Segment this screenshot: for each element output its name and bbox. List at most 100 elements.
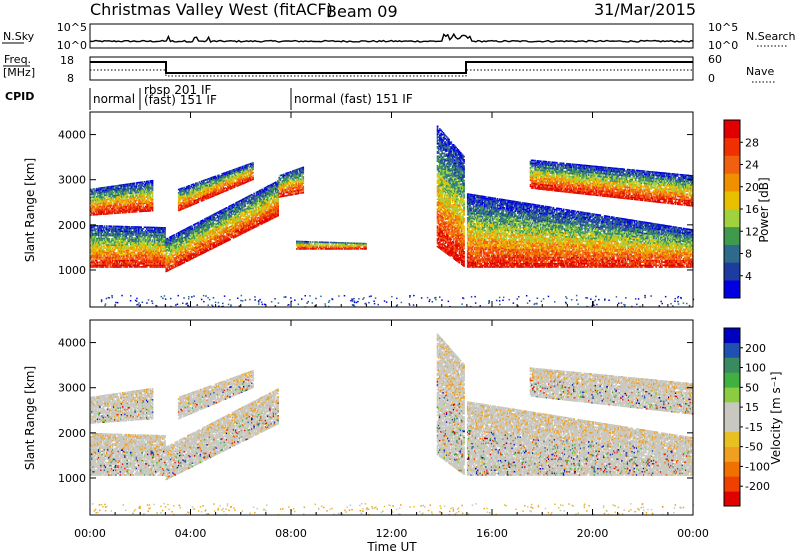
heatmap-cell <box>144 198 146 200</box>
heatmap-cell <box>124 187 126 189</box>
heatmap-cell <box>132 194 134 196</box>
heatmap-cell <box>104 210 106 212</box>
heatmap-cell <box>112 213 114 215</box>
heatmap-cell <box>184 262 186 264</box>
heatmap-cell <box>127 194 129 196</box>
heatmap-cell <box>111 202 113 204</box>
heatmap-cell <box>138 255 140 257</box>
heatmap-cell <box>119 237 121 239</box>
heatmap-cell <box>277 201 279 203</box>
heatmap-cell <box>152 207 154 209</box>
heatmap-cell <box>135 263 137 265</box>
heatmap-cell <box>117 193 119 195</box>
heatmap-cell <box>109 195 111 197</box>
heatmap-cell <box>192 226 194 228</box>
heatmap-cell <box>106 243 108 245</box>
heatmap-cell <box>129 250 131 252</box>
heatmap-cell <box>111 252 113 254</box>
nave-label: Nave <box>746 65 774 78</box>
freq-tick-bottom: 8 <box>67 72 74 85</box>
heatmap-cell <box>120 257 122 259</box>
cpid-row: CPID normal rbsp 201 IF (fast) 151 IF no… <box>5 83 413 110</box>
heatmap-cell <box>111 241 113 243</box>
heatmap-cell <box>140 238 142 240</box>
heatmap-cell <box>121 229 123 231</box>
heatmap-cell <box>277 212 279 214</box>
station-title: Christmas Valley West (fitACF) <box>90 0 333 19</box>
heatmap-cell <box>109 265 111 267</box>
heatmap-cell <box>164 230 166 232</box>
heatmap-cell <box>129 212 131 214</box>
heatmap-cell <box>92 260 94 262</box>
heatmap-cell <box>159 236 161 238</box>
heatmap-cell <box>138 237 140 239</box>
heatmap-cell <box>130 210 132 212</box>
heatmap-cell <box>91 203 93 205</box>
heatmap-cell <box>159 254 161 256</box>
heatmap-cell <box>101 239 103 241</box>
heatmap-cell <box>167 252 169 254</box>
heatmap-cell <box>151 236 153 238</box>
heatmap-cell <box>92 211 94 213</box>
beam-label: Beam 09 <box>326 2 398 21</box>
heatmap-cell <box>95 195 97 197</box>
heatmap-cell <box>95 236 97 238</box>
heatmap-cell <box>152 202 154 204</box>
heatmap-cell <box>197 185 199 187</box>
heatmap-cell <box>146 231 148 233</box>
heatmap-cell <box>120 212 122 214</box>
heatmap-cell <box>125 207 127 209</box>
heatmap-cell <box>132 192 134 194</box>
heatmap-cell <box>125 236 127 238</box>
heatmap-cell <box>258 225 260 227</box>
heatmap-cell <box>111 197 113 199</box>
heatmap-cell <box>109 247 111 249</box>
heatmap-cell <box>164 235 166 237</box>
heatmap-cell <box>197 252 199 254</box>
heatmap-cell <box>135 205 137 207</box>
heatmap-cell <box>119 198 121 200</box>
heatmap-cell <box>122 252 124 254</box>
heatmap-cell <box>164 229 166 231</box>
heatmap-cell <box>152 181 154 183</box>
heatmap-cell <box>277 213 279 215</box>
heatmap-cell <box>171 259 173 261</box>
heatmap-cell <box>160 230 162 232</box>
heatmap-cell <box>152 205 154 207</box>
heatmap-cell <box>140 249 142 251</box>
heatmap-cell <box>152 197 154 199</box>
freq-label-2: [MHz] <box>3 66 35 79</box>
heatmap-cell <box>93 238 95 240</box>
heatmap-cell <box>148 190 150 192</box>
heatmap-cell <box>154 230 156 232</box>
nave-tick-bottom: 0 <box>708 72 715 85</box>
heatmap-cell <box>131 266 133 268</box>
heatmap-cell <box>152 183 154 185</box>
heatmap-cell <box>149 239 151 241</box>
heatmap-cell <box>109 207 111 209</box>
heatmap-cell <box>121 187 123 189</box>
heatmap-cell <box>131 191 133 193</box>
heatmap-cell <box>136 211 138 213</box>
heatmap-cell <box>146 246 148 248</box>
heatmap-cell <box>277 209 279 211</box>
heatmap-cell <box>104 225 106 227</box>
heatmap-cell <box>114 249 116 251</box>
heatmap-cell <box>137 195 139 197</box>
heatmap-cell <box>152 199 154 201</box>
heatmap-cell <box>128 260 130 262</box>
heatmap-cell <box>181 235 183 237</box>
heatmap-cell <box>123 255 125 257</box>
freq-label-1: Freq. <box>4 53 31 66</box>
heatmap-cell <box>114 211 116 213</box>
heatmap-cell <box>131 236 133 238</box>
nsky-trace <box>90 34 693 42</box>
heatmap-cell <box>117 254 119 256</box>
heatmap-cell <box>156 263 158 265</box>
heatmap-cell <box>147 199 149 201</box>
heatmap-cell <box>152 196 154 198</box>
heatmap-cell <box>152 189 154 191</box>
heatmap-cell <box>129 226 131 228</box>
heatmap-cell <box>145 238 147 240</box>
heatmap-cell <box>116 204 118 206</box>
